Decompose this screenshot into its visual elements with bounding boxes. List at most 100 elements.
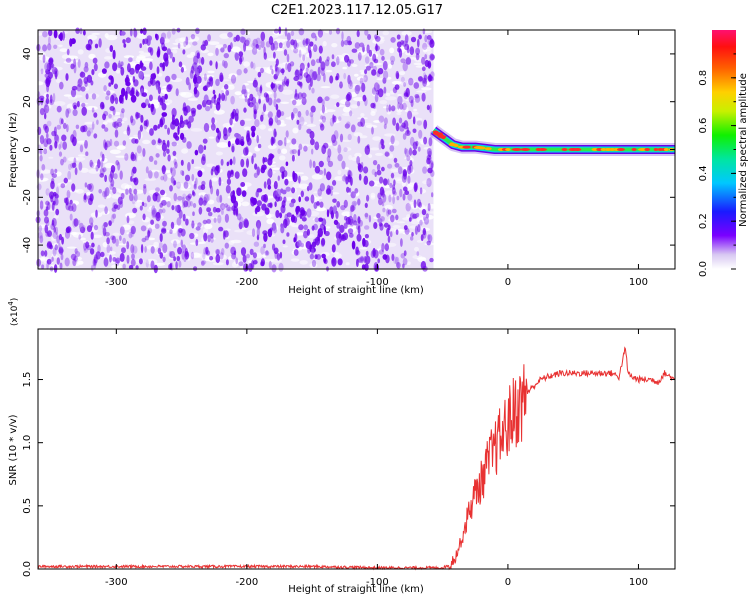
noise-dot bbox=[135, 111, 139, 120]
noise-dot bbox=[393, 256, 398, 264]
figure-title: C2E1.2023.117.12.05.G17 bbox=[271, 3, 443, 18]
noise-dot bbox=[324, 96, 330, 102]
noise-dot bbox=[350, 124, 356, 133]
noise-dot bbox=[408, 95, 414, 104]
noise-gap bbox=[154, 262, 166, 266]
noise-dot bbox=[293, 249, 299, 256]
noise-dot bbox=[106, 237, 110, 245]
noise-dot bbox=[201, 180, 206, 186]
noise-dot bbox=[274, 114, 279, 123]
noise-dot bbox=[262, 230, 268, 236]
noise-dot bbox=[332, 180, 337, 186]
noise-gap bbox=[422, 48, 428, 53]
noise-dot bbox=[364, 212, 369, 218]
noise-gap bbox=[375, 152, 383, 156]
noise-dot bbox=[280, 204, 286, 214]
noise-dot bbox=[376, 170, 382, 176]
noise-dot bbox=[66, 189, 71, 199]
noise-dot bbox=[260, 39, 265, 49]
noise-dot bbox=[427, 234, 433, 243]
noise-gap bbox=[142, 62, 151, 67]
noise-dot bbox=[239, 119, 245, 127]
noise-dot bbox=[271, 69, 274, 75]
noise-dot bbox=[350, 204, 355, 212]
noise-dot bbox=[412, 141, 418, 150]
noise-gap bbox=[406, 184, 414, 190]
y-tick-label: 0.0 bbox=[22, 561, 33, 577]
noise-dot bbox=[227, 206, 233, 212]
noise-gap bbox=[401, 97, 409, 100]
noise-dot bbox=[51, 219, 55, 226]
noise-dot bbox=[229, 158, 233, 166]
noise-dot bbox=[337, 144, 342, 154]
noise-dot bbox=[285, 62, 288, 71]
noise-dot bbox=[262, 156, 265, 164]
noise-dot bbox=[174, 205, 178, 212]
noise-gap bbox=[290, 98, 297, 102]
colorbar: 0.00.20.40.60.8 Normalized spectral ampl… bbox=[698, 30, 749, 277]
noise-dot bbox=[210, 123, 216, 131]
noise-dot bbox=[317, 228, 323, 238]
noise-dot bbox=[46, 83, 50, 93]
noise-gap bbox=[426, 204, 437, 209]
noise-gap bbox=[207, 199, 215, 205]
noise-dot bbox=[115, 238, 119, 247]
noise-dot bbox=[273, 225, 277, 234]
noise-dot bbox=[371, 126, 374, 135]
noise-dot bbox=[200, 44, 206, 51]
noise-dot bbox=[361, 82, 366, 93]
noise-dot bbox=[416, 120, 422, 126]
colorbar-tick-label: 0.2 bbox=[698, 213, 709, 229]
noise-dot bbox=[349, 110, 353, 117]
noise-dot bbox=[170, 221, 175, 230]
spectrogram-x-axis-label: Height of straight line (km) bbox=[288, 285, 424, 296]
noise-dot bbox=[353, 214, 357, 223]
noise-dot bbox=[150, 78, 156, 86]
noise-gap bbox=[342, 106, 351, 113]
noise-gap bbox=[125, 212, 136, 219]
noise-dot bbox=[122, 263, 126, 270]
noise-dot bbox=[357, 215, 361, 224]
noise-dot bbox=[239, 36, 246, 43]
noise-gap bbox=[204, 223, 213, 230]
noise-gap bbox=[80, 167, 89, 173]
noise-gap bbox=[106, 119, 114, 123]
noise-dot bbox=[417, 38, 420, 48]
noise-dot bbox=[108, 173, 113, 183]
noise-dot bbox=[143, 202, 148, 208]
noise-dot bbox=[104, 206, 108, 215]
noise-dot bbox=[151, 139, 156, 146]
noise-dot bbox=[252, 260, 258, 265]
noise-dot bbox=[331, 257, 337, 267]
noise-dot bbox=[175, 261, 178, 270]
noise-gap bbox=[157, 72, 163, 77]
noise-gap bbox=[110, 111, 122, 116]
noise-dot bbox=[166, 201, 171, 208]
noise-dot bbox=[273, 51, 276, 59]
noise-dot bbox=[310, 194, 315, 204]
noise-dot bbox=[43, 138, 49, 148]
noise-dot bbox=[177, 42, 181, 49]
noise-gap bbox=[325, 109, 336, 113]
noise-dot bbox=[310, 59, 316, 67]
noise-gap bbox=[372, 136, 382, 141]
noise-gap bbox=[396, 221, 406, 224]
noise-dot bbox=[123, 43, 127, 48]
noise-dot bbox=[196, 68, 200, 74]
noise-gap bbox=[75, 188, 84, 194]
noise-dot bbox=[234, 52, 239, 60]
noise-dot bbox=[336, 201, 341, 208]
noise-dot bbox=[158, 242, 163, 249]
noise-dot bbox=[328, 29, 333, 35]
noise-dot bbox=[353, 220, 358, 226]
noise-gap bbox=[41, 147, 49, 153]
noise-dot bbox=[44, 62, 50, 71]
noise-dot bbox=[294, 233, 298, 242]
noise-dot bbox=[182, 196, 185, 205]
noise-gap bbox=[215, 44, 225, 49]
noise-gap bbox=[272, 167, 281, 171]
noise-gap bbox=[91, 234, 103, 238]
noise-dot bbox=[378, 141, 382, 150]
noise-dot bbox=[178, 228, 183, 233]
y-tick-label: 20 bbox=[22, 95, 33, 108]
